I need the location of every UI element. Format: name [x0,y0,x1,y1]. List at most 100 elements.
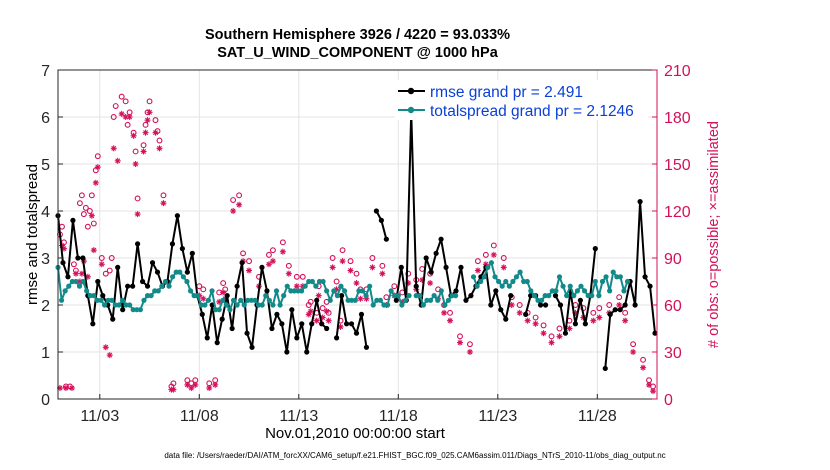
totalspread-point [374,297,380,303]
assimilated-obs-marker [269,258,276,265]
totalspread-point [184,278,190,285]
assimilated-obs-marker [315,292,322,299]
assimilated-obs-marker [184,381,191,388]
totalspread-point [241,302,247,308]
totalspread-point [399,302,405,308]
rmse-point [353,330,360,336]
totalspread-point [284,283,290,289]
totalspread-point [245,297,251,303]
possible-obs-marker [124,121,131,128]
totalspread-point [607,288,613,294]
rmse-point [612,307,618,313]
possible-obs-marker [447,309,453,316]
assimilated-obs-marker [616,302,623,308]
rmse-point [115,264,121,270]
assimilated-obs-marker [339,258,346,265]
possible-obs-marker [80,211,87,218]
totalspread-point [84,288,90,294]
assimilated-obs-marker [456,339,463,346]
rmse-point [319,321,325,327]
assimilated-obs-marker [132,161,139,167]
totalspread-point [105,297,111,303]
totalspread-point [94,297,101,303]
assimilated-obs-marker [130,132,137,139]
rmse-point [229,325,235,332]
assimilated-obs-marker [540,330,547,337]
totalspread-point [442,302,448,308]
totalspread-point [356,288,362,294]
rmse-point [557,302,564,308]
totalspread-point [427,297,434,303]
rmse-point [458,264,464,270]
assimilated-obs-marker [188,385,195,392]
assimilated-obs-marker [427,280,434,287]
assimilated-obs-marker [146,109,153,116]
assimilated-obs-marker [596,314,603,321]
totalspread-point [177,269,183,275]
rmse-point [423,255,429,261]
assimilated-obs-marker [78,270,85,277]
totalspread-point [220,297,226,303]
possible-obs-marker [206,380,213,387]
assimilated-obs-marker [72,270,79,277]
assimilated-obs-marker [329,264,336,271]
rmse-point [508,293,514,299]
data-file-footer: data file: /Users/raeder/DAI/ATM_forcXX/… [164,451,666,460]
totalspread-point [98,297,104,303]
totalspread-point [614,274,620,280]
possible-obs-marker [616,294,623,301]
rmse-point [398,264,404,270]
possible-obs-marker [540,322,547,329]
totalspread-point [506,283,512,289]
legend-marker [407,87,415,95]
rmse-point [264,288,270,294]
rmse-point [284,349,290,355]
rmse-point [314,297,320,303]
totalspread-point [227,307,233,313]
legend-box [395,80,648,120]
rmse-point [324,325,330,332]
totalspread-point [574,288,580,294]
totalspread-point [155,288,161,294]
possible-obs-marker [170,380,177,387]
possible-obs-marker [319,305,326,312]
totalspread-point [363,293,369,299]
y-left-axis-label: rmse and totalspread [24,164,41,305]
assimilated-obs-marker [650,388,657,395]
y-right-tick-label: 180 [664,110,691,127]
totalspread-point [388,288,394,294]
rmse-point [378,217,384,223]
totalspread-point [58,297,65,303]
legend-marker [407,106,415,114]
possible-obs-marker [222,286,229,293]
totalspread-point [349,297,355,303]
totalspread-point [223,302,229,308]
legend-label: totalspread grand pr = 2.1246 [430,103,634,120]
rmse-line [604,200,657,369]
totalspread-point [170,274,176,280]
rmse-point [463,297,469,303]
totalspread-point [395,293,401,299]
assimilated-obs-marker [353,280,360,287]
totalspread-point [392,293,398,299]
possible-obs-marker [236,192,243,199]
totalspread-point [567,283,573,289]
possible-obs-marker [110,114,117,120]
assimilated-obs-marker [236,201,243,208]
rmse-point [259,264,265,270]
assimilated-obs-marker [170,386,177,393]
possible-obs-marker [285,262,292,269]
rmse-point [498,307,504,313]
assimilated-obs-marker [212,381,219,388]
rmse-point [428,269,434,275]
possible-obs-marker [490,242,497,249]
possible-obs-marker [152,117,159,124]
possible-obs-marker [606,302,613,308]
rmse-line [375,210,388,240]
totalspread-point [592,278,598,285]
assimilated-obs-marker [206,385,213,392]
totalspread-point [381,302,387,308]
rmse-point [413,283,419,289]
y-left-tick-label: 5 [41,157,50,174]
